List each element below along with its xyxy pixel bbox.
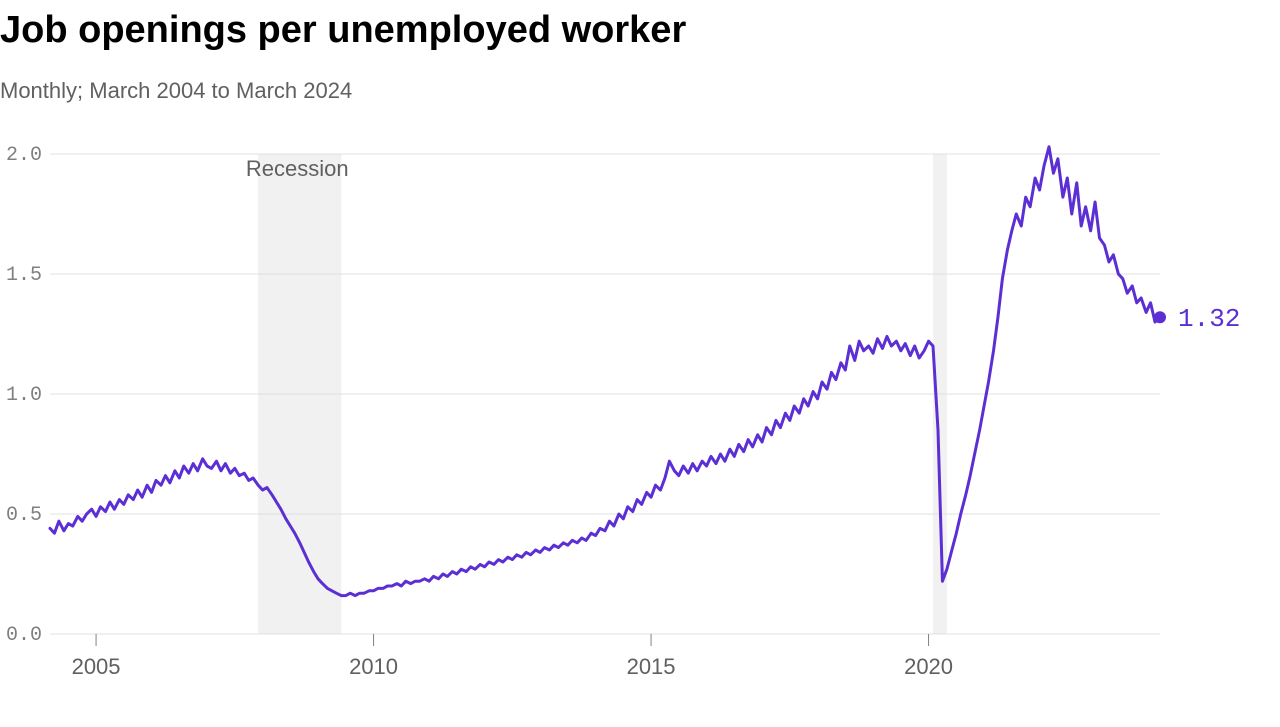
y-axis-tick-label: 1.0 xyxy=(6,384,42,407)
x-axis-tick-label: 2005 xyxy=(72,654,121,679)
x-axis-tick-label: 2010 xyxy=(349,654,398,679)
y-axis-tick-label: 1.5 xyxy=(6,264,42,287)
y-axis-tick-label: 0.5 xyxy=(6,504,42,527)
x-axis-tick-label: 2015 xyxy=(627,654,676,679)
series-line xyxy=(50,146,1160,595)
recession-label: Recession xyxy=(246,156,349,181)
chart-title: Job openings per unemployed worker xyxy=(0,8,1280,54)
line-chart: 0.0 0.5 1.0 1.5 2.0 2005 2010 2015 2020 Recession… xyxy=(0,144,1280,704)
chart-subtitle: Monthly; March 2004 to March 2024 xyxy=(0,78,1280,104)
series-end-label: 1.32 xyxy=(1178,304,1240,334)
y-axis-tick-label: 0.0 xyxy=(6,624,42,647)
x-axis-tick-label: 2020 xyxy=(904,654,953,679)
y-axis-tick-label: 2.0 xyxy=(6,144,42,167)
series-end-dot xyxy=(1154,311,1166,323)
